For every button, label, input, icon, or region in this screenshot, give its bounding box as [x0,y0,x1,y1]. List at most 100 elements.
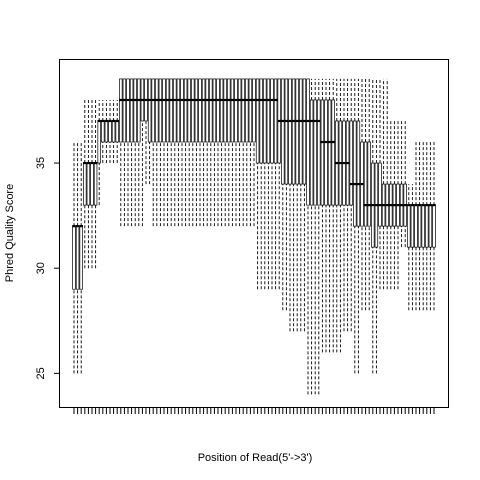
box-12 [111,99,116,164]
box-94 [407,184,411,311]
box-23 [151,78,155,227]
box-6 [90,99,94,269]
box-83 [367,78,371,311]
iqr-box [309,99,314,206]
iqr-box [270,78,274,164]
box-61 [288,78,292,332]
box-70 [320,78,325,353]
box-13 [115,99,119,164]
box-57 [273,78,278,290]
iqr-box [288,78,292,185]
box-41 [216,78,220,227]
iqr-box [227,78,231,143]
iqr-box [349,120,353,206]
box-101 [432,142,436,311]
box-63 [295,78,299,332]
iqr-box [266,78,271,164]
iqr-box [86,162,91,206]
box-81 [360,78,364,311]
box-48 [241,78,245,227]
box-19 [137,78,141,227]
box-75 [338,78,343,353]
box-73 [331,78,335,353]
box-59 [281,78,285,311]
box-74 [335,78,339,353]
iqr-box [432,204,436,248]
iqr-box [313,99,317,206]
iqr-box [104,120,109,143]
box-39 [209,78,213,227]
box-49 [245,78,249,227]
iqr-box [115,120,119,143]
iqr-box [414,204,418,248]
box-21 [144,78,148,185]
box-22 [147,78,152,185]
box-26 [162,78,166,227]
iqr-box [119,78,123,143]
box-62 [291,78,296,332]
box-99 [425,142,429,311]
iqr-box [248,78,253,143]
iqr-box [356,120,361,227]
box-84 [371,78,375,374]
box-51 [252,78,256,227]
iqr-box [421,204,425,248]
box-14 [119,78,123,227]
box-44 [227,78,231,227]
iqr-box [281,78,285,185]
iqr-box [317,99,321,206]
box-7 [93,99,98,269]
box-36 [198,78,202,227]
iqr-box [169,78,173,143]
box-40 [212,78,217,227]
y-tick-label: 35 [35,157,47,169]
box-52 [255,78,260,290]
box-18 [133,78,137,227]
iqr-box [302,78,307,185]
box-76 [342,78,346,332]
box-30 [176,78,181,227]
iqr-box [327,99,332,206]
iqr-box [407,204,411,248]
iqr-box [129,78,134,143]
iqr-box [111,120,116,143]
iqr-box [173,78,177,143]
box-91 [396,120,400,290]
iqr-box [378,162,382,227]
iqr-box [79,225,83,290]
box-27 [165,78,170,227]
box-88 [385,78,389,290]
box-20 [140,78,145,227]
box-98 [421,142,425,311]
box-3 [79,142,83,374]
box-2 [75,142,80,374]
iqr-box [133,78,137,143]
iqr-box [194,78,199,143]
iqr-box [155,78,159,143]
box-87 [381,78,386,290]
iqr-box [90,162,94,206]
iqr-box [72,225,76,290]
box-15 [122,78,127,227]
iqr-box [284,78,289,185]
x-axis [73,407,435,414]
box-80 [356,78,361,374]
iqr-box [97,120,101,164]
box-79 [353,78,357,374]
iqr-box [367,141,371,227]
iqr-box [428,204,433,248]
iqr-box [180,78,184,143]
box-89 [389,120,393,290]
iqr-box [273,78,278,164]
iqr-box [306,78,310,206]
box-95 [410,184,415,311]
box-53 [259,78,263,290]
iqr-box [255,78,260,164]
iqr-box [212,78,217,143]
iqr-box [93,162,98,206]
iqr-box [209,78,213,143]
y-axis: 25 30 35 [35,157,60,379]
iqr-box [363,141,368,227]
box-46 [234,78,238,227]
